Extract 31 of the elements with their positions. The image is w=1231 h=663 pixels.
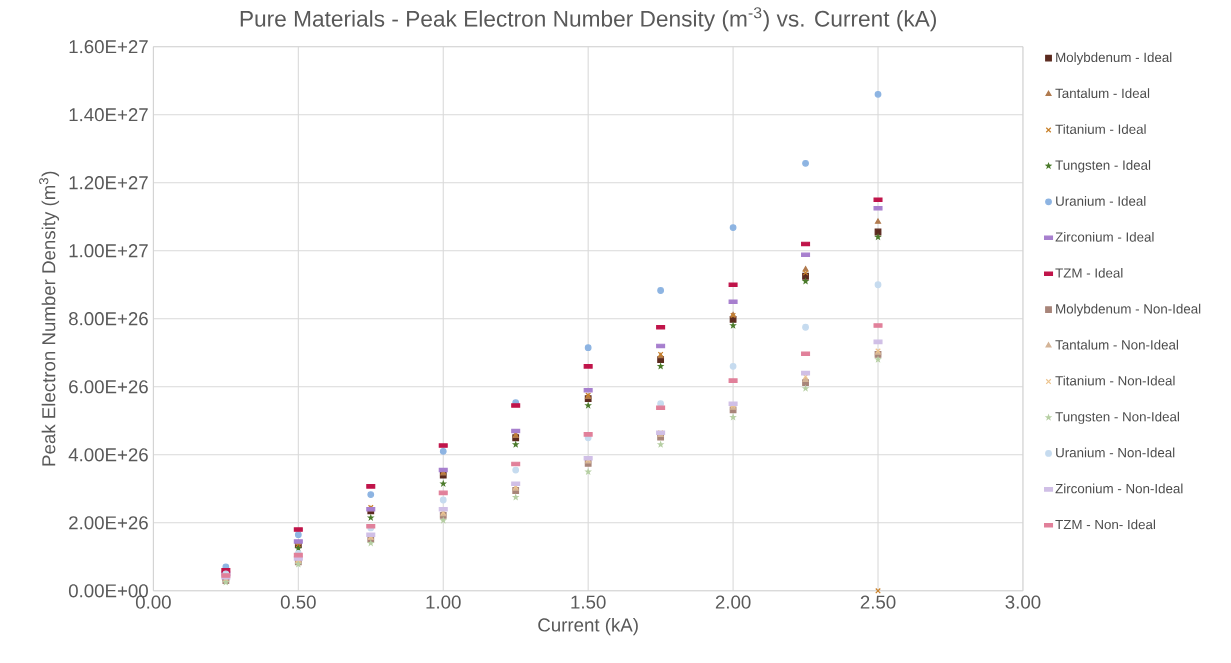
x-tick-label: 2.00 — [715, 595, 751, 609]
legend-label: Tungsten - Ideal — [1055, 160, 1151, 173]
legend-label: TZM - Ideal — [1055, 267, 1123, 278]
legend-label: Tantalum - Ideal — [1055, 88, 1150, 99]
legend-label: Titanium - Non-Ideal — [1055, 375, 1175, 386]
y-tick-label: 1.40E+27 — [69, 108, 148, 122]
legend-label: Zirconium - Ideal — [1055, 232, 1154, 242]
legend-label: Zirconium - Non-Ideal — [1055, 483, 1183, 494]
legend-label: Uranium - Ideal — [1056, 196, 1146, 206]
y-tick-label: 2.00E+26 — [69, 516, 148, 530]
x-tick-label: 0.50 — [280, 595, 316, 609]
legend-label: Molybdenum - Ideal — [1056, 52, 1172, 65]
y-tick-label: 1.60E+27 — [69, 40, 148, 54]
x-tick-label: 3.00 — [1005, 595, 1041, 609]
legend-label: Molybdenum - Non-Ideal — [1056, 303, 1201, 317]
y-tick-label: 8.00E+26 — [69, 312, 148, 326]
x-tick-label: 1.00 — [426, 595, 461, 609]
y-tick-label: 6.00E+26 — [69, 380, 148, 394]
legend-label: Tantalum - Non-Ideal — [1055, 339, 1178, 350]
y-tick-label: 1.20E+27 — [69, 176, 148, 190]
x-axis-title: Current (kA) — [538, 617, 638, 636]
legend-label: Uranium - Non-Ideal — [1056, 447, 1175, 458]
legend-label: Titanium - Ideal — [1055, 124, 1146, 135]
y-tick-label: 1.00E+27 — [69, 244, 148, 258]
x-tick-label: 2.50 — [860, 595, 896, 609]
chart-title: Pure Materials - Peak Electron Number Density (m$^{-3}$) vs. Current (kA) — [240, 7, 936, 32]
legend-label: TZM - Non- Ideal — [1055, 519, 1155, 530]
y-axis-title: Peak Electron Number Density (m$^{3}$) — [39, 171, 60, 466]
x-tick-label: 1.50 — [571, 595, 606, 609]
y-tick-label: 4.00E+26 — [68, 448, 148, 462]
legend-label: Tungsten - Non-Ideal — [1055, 411, 1179, 425]
